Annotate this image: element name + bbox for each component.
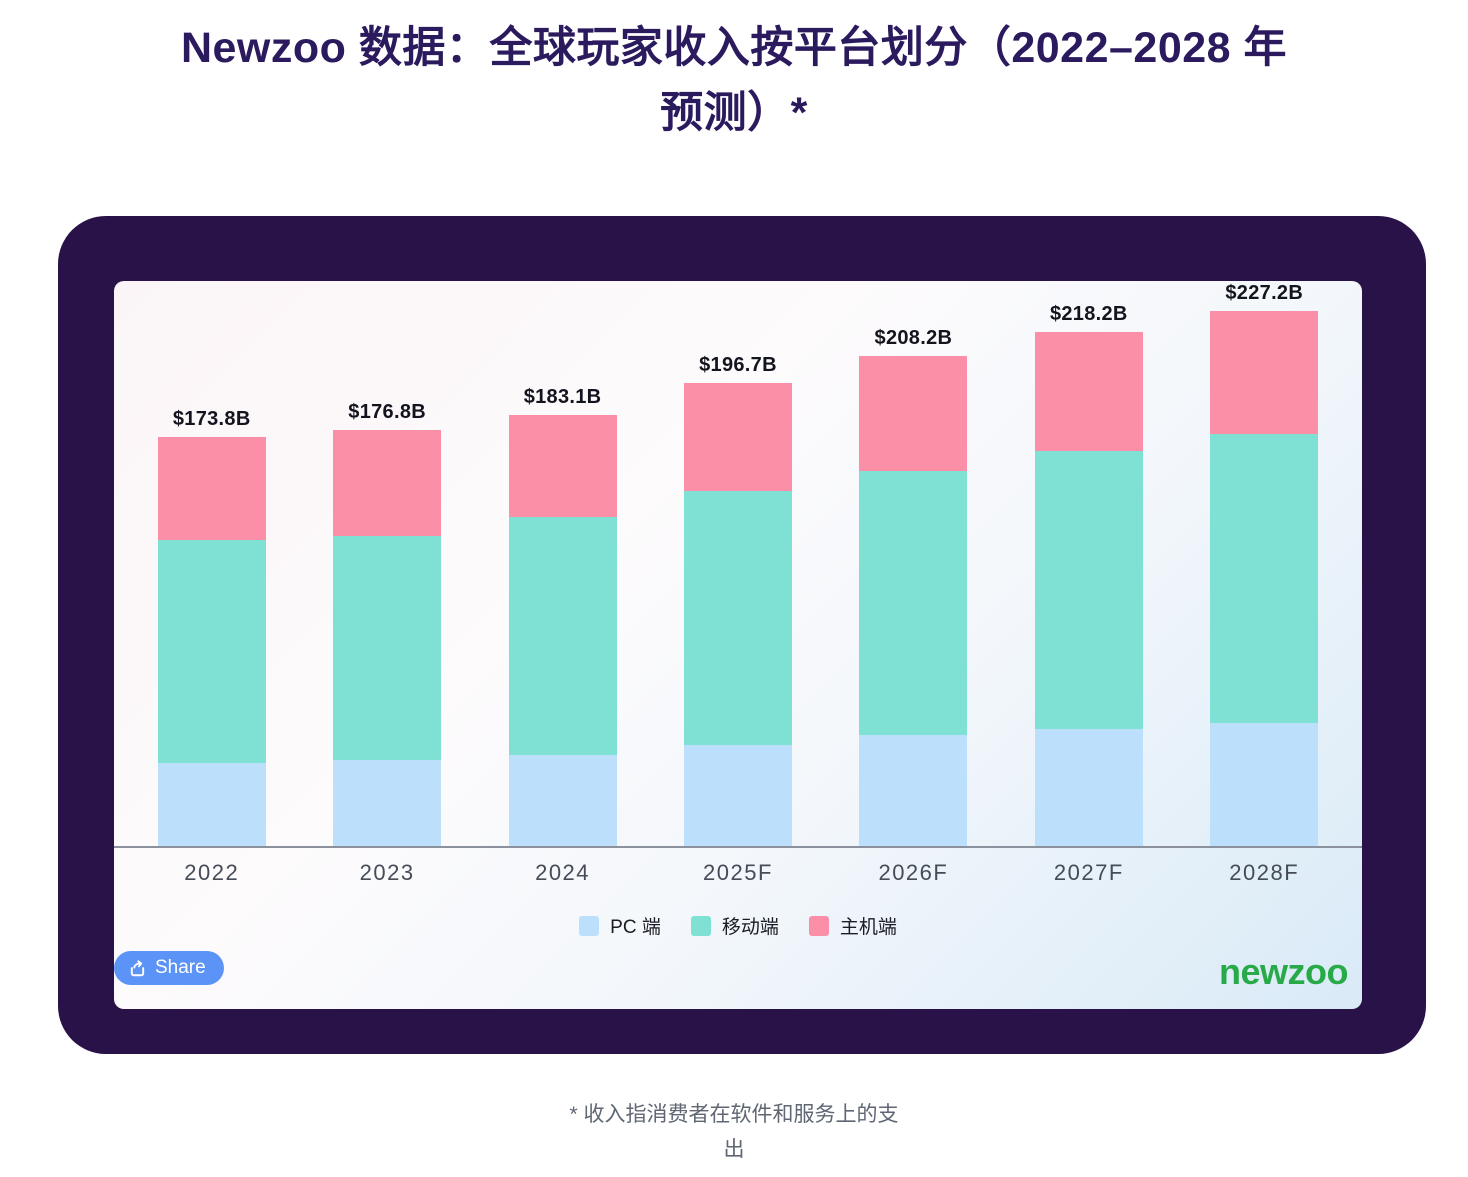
bar-group-2028F: $227.2B: [1177, 282, 1352, 846]
legend-item-移动端: 移动端: [690, 912, 779, 939]
legend-item-PC 端: PC 端: [579, 912, 661, 939]
bar-segment-移动端: [1210, 433, 1319, 723]
bar-stack: [508, 415, 617, 846]
x-axis-labels: 2022 2023 2024 2025F 2026F 2027F 2028F: [114, 860, 1362, 886]
bar-segment-移动端: [333, 535, 442, 761]
x-axis-label-2028F: 2028F: [1229, 860, 1300, 885]
share-button[interactable]: Share: [114, 951, 224, 985]
bar-total-label: $176.8B: [348, 400, 426, 423]
bar-segment-主机端: [508, 415, 617, 518]
bar-segment-PC 端: [157, 762, 266, 846]
bar-stack: [157, 436, 266, 846]
bar-segment-PC 端: [859, 734, 968, 846]
bar-stack: [1034, 332, 1143, 846]
bar-total-label: $227.2B: [1225, 282, 1304, 305]
bar-total-label: $196.7B: [699, 354, 777, 376]
chart-legend: PC 端 移动端 主机端: [114, 912, 1362, 939]
bar-segment-主机端: [1210, 311, 1319, 434]
bar-group-2025F: $196.7B: [650, 354, 825, 846]
bar-stack: [1210, 311, 1319, 846]
bar-segment-移动端: [157, 539, 266, 763]
bar-segment-主机端: [157, 436, 266, 540]
bar-segment-移动端: [683, 491, 792, 745]
bar-segment-主机端: [859, 355, 968, 471]
bar-segment-PC 端: [508, 754, 617, 846]
bar-segment-移动端: [508, 517, 617, 755]
bar-total-label: $183.1B: [523, 386, 602, 409]
x-axis-label-2027F: 2027F: [1053, 860, 1124, 885]
legend-swatch: [808, 915, 829, 936]
legend-label: PC 端: [610, 917, 661, 938]
bar-stack: [683, 383, 792, 846]
legend-swatch: [579, 915, 600, 936]
x-axis-label-2026F: 2026F: [878, 860, 949, 885]
bar-total-label: $208.2B: [874, 326, 953, 349]
bars-area: $173.8B $176.8B $183.1B $196.7B $208.2B $218.…: [124, 281, 1352, 846]
x-axis-line: [114, 846, 1362, 848]
bar-segment-PC 端: [333, 760, 442, 846]
chart-panel: $173.8B $176.8B $183.1B $196.7B $208.2B $218.…: [114, 281, 1362, 1009]
x-axis-label-2025F: 2025F: [703, 860, 773, 885]
bar-segment-主机端: [683, 383, 792, 491]
bar-group-2022: $173.8B: [124, 408, 299, 846]
legend-item-主机端: 主机端: [808, 912, 897, 939]
bar-total-label: $173.8B: [172, 407, 251, 430]
x-axis-label-2024: 2024: [535, 860, 591, 885]
page-title: Newzoo 数据：全球玩家收入按平台划分（2022–2028 年预测）*: [180, 24, 1288, 137]
bar-segment-PC 端: [1210, 722, 1319, 846]
bar-group-2027F: $218.2B: [1001, 303, 1176, 846]
share-button-label: Share: [155, 957, 206, 978]
legend-label: 主机端: [839, 917, 897, 938]
x-axis-label-2023: 2023: [359, 860, 415, 885]
bar-segment-PC 端: [1034, 729, 1143, 846]
legend-label: 移动端: [721, 917, 779, 938]
newzoo-logo[interactable]: newzoo: [1219, 951, 1349, 992]
footnote: * 收入指消费者在软件和服务上的支出: [569, 1103, 899, 1161]
bar-segment-移动端: [859, 470, 968, 735]
bar-segment-主机端: [333, 429, 442, 536]
bar-stack: [859, 355, 968, 846]
stacked-bar-chart: $173.8B $176.8B $183.1B $196.7B $208.2B $218.…: [114, 281, 1362, 848]
share-icon: [130, 959, 145, 976]
bar-group-2023: $176.8B: [299, 401, 474, 846]
bar-segment-PC 端: [683, 745, 792, 846]
bar-group-2024: $183.1B: [475, 386, 650, 846]
bar-segment-主机端: [1034, 332, 1143, 451]
chart-card: $173.8B $176.8B $183.1B $196.7B $208.2B $218.…: [58, 216, 1426, 1054]
bar-total-label: $218.2B: [1049, 303, 1128, 326]
x-axis-label-2022: 2022: [184, 860, 240, 885]
bar-stack: [333, 429, 442, 846]
legend-swatch: [690, 915, 711, 936]
bar-group-2026F: $208.2B: [826, 327, 1001, 846]
bar-segment-移动端: [1034, 451, 1143, 729]
